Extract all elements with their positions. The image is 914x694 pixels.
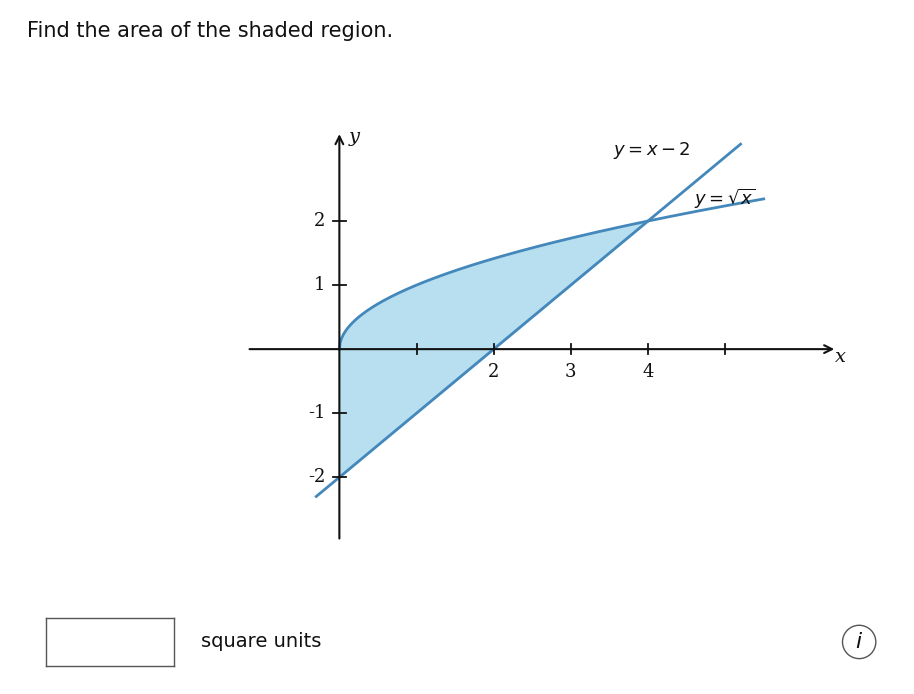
Text: 3: 3 [565,363,577,381]
Text: $y=\sqrt{x}$: $y=\sqrt{x}$ [695,187,756,211]
Text: $\it{i}$: $\it{i}$ [856,632,863,652]
Text: $y=x-2$: $y=x-2$ [613,140,691,161]
Text: 2: 2 [314,212,325,230]
Text: x: x [835,348,846,366]
Text: 4: 4 [643,363,654,381]
Text: y: y [348,128,359,146]
Text: 1: 1 [314,276,325,294]
Text: -2: -2 [308,468,325,486]
Text: -1: -1 [308,404,325,422]
Text: 2: 2 [488,363,499,381]
Text: Find the area of the shaded region.: Find the area of the shaded region. [27,21,394,41]
Text: square units: square units [201,632,322,652]
